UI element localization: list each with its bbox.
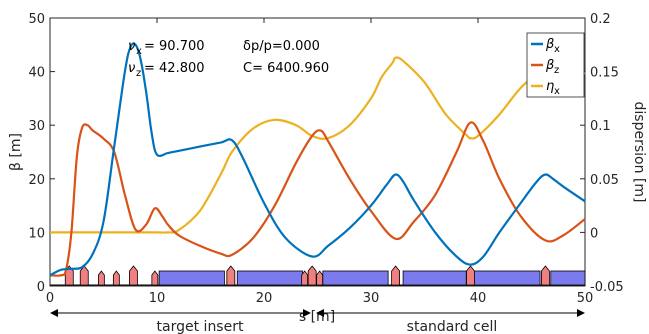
y-tick-left-label: 20 bbox=[28, 173, 45, 188]
legend-betax-sub: x bbox=[554, 44, 560, 55]
y-tick-right-label: 0.2 bbox=[590, 12, 611, 27]
dpp-label: δp/p=0.000 bbox=[243, 39, 320, 54]
x-tick-label: 20 bbox=[256, 291, 273, 306]
dipole-magnet bbox=[550, 270, 586, 286]
legend: β x β z η x bbox=[526, 32, 585, 98]
y-axis-left-label: β [m] bbox=[8, 133, 24, 171]
y-tick-right-label: 0.1 bbox=[590, 119, 611, 134]
series-betaz-line bbox=[49, 121, 586, 277]
small-quadrupole bbox=[301, 270, 309, 286]
quadrupole bbox=[307, 265, 317, 286]
x-tick-label: 0 bbox=[46, 291, 54, 306]
nux-value: = 90.700 bbox=[144, 39, 205, 54]
x-tick-label: 50 bbox=[577, 291, 594, 306]
y-axis-right-label: dispersion [m] bbox=[631, 102, 647, 203]
region-standard-arrowhead-left bbox=[316, 309, 324, 317]
y-tick-left-label: 30 bbox=[28, 119, 45, 134]
lattice-elements bbox=[50, 265, 586, 286]
series-etax-line bbox=[50, 56, 586, 234]
legend-betax: β bbox=[545, 37, 554, 52]
legend-betaz: β bbox=[545, 58, 554, 73]
legend-etax: η bbox=[546, 79, 554, 94]
series-betax-line bbox=[49, 42, 586, 277]
plot-frame bbox=[49, 17, 586, 287]
x-tick-label: 10 bbox=[149, 291, 166, 306]
dipole-magnet bbox=[236, 270, 303, 286]
small-quadrupole bbox=[316, 270, 324, 286]
region-markers: target insert standard cell bbox=[50, 309, 585, 334]
y-tick-left-label: 40 bbox=[28, 66, 45, 81]
quadrupole bbox=[79, 265, 89, 286]
nuz-label: ν bbox=[128, 61, 135, 76]
x-tick-label: 30 bbox=[363, 291, 380, 306]
quadrupole bbox=[466, 265, 475, 286]
small-quadrupole bbox=[151, 270, 159, 286]
dipole-magnet bbox=[322, 270, 389, 286]
nux-sub: x bbox=[136, 46, 142, 57]
y-tick-left-label: 10 bbox=[28, 226, 45, 241]
region-standard-arrowhead-right bbox=[577, 309, 585, 317]
nuz-sub: z bbox=[136, 68, 141, 79]
dipole-magnet bbox=[473, 270, 541, 286]
region-standard-label: standard cell bbox=[407, 319, 498, 334]
y-tick-right-label: -0.05 bbox=[590, 280, 624, 295]
axis-labels: β [m] dispersion [m] s [m] bbox=[8, 102, 647, 325]
quadrupole bbox=[391, 265, 401, 286]
y-tick-right-label: 0.15 bbox=[590, 66, 619, 81]
region-target-label: target insert bbox=[157, 319, 244, 334]
annotations: ν x = 90.700 ν z = 42.800 δp/p=0.000 C= … bbox=[128, 39, 329, 79]
small-quadrupole bbox=[112, 270, 120, 286]
nux-label: ν bbox=[128, 39, 135, 54]
nuz-value: = 42.800 bbox=[144, 61, 205, 76]
quadrupole bbox=[541, 265, 550, 286]
y-tick-right-label: 0.05 bbox=[590, 173, 619, 188]
x-tick-label: 40 bbox=[470, 291, 487, 306]
region-target-arrowhead-left bbox=[50, 309, 58, 317]
dipole-magnet bbox=[158, 270, 225, 286]
region-target-arrowhead-right bbox=[303, 309, 311, 317]
series-lines bbox=[49, 42, 586, 277]
y-tick-left-label: 0 bbox=[37, 280, 45, 295]
small-quadrupole bbox=[97, 270, 105, 286]
quadrupole bbox=[129, 265, 138, 286]
quadrupole bbox=[226, 265, 236, 286]
circumference-label: C= 6400.960 bbox=[243, 61, 329, 76]
legend-etax-sub: x bbox=[554, 86, 560, 97]
legend-betaz-sub: z bbox=[554, 65, 559, 76]
dipole-magnet bbox=[402, 270, 467, 286]
axes-box bbox=[49, 17, 586, 287]
y-tick-left-label: 50 bbox=[28, 12, 45, 27]
y-tick-right-label: 0 bbox=[590, 226, 598, 241]
